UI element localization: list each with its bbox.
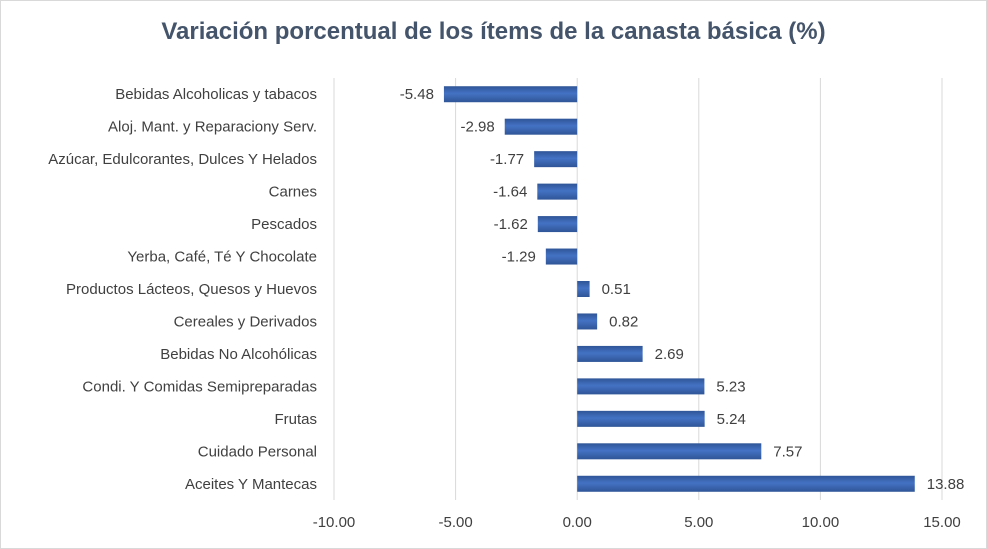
- data-label: 5.24: [717, 411, 746, 428]
- x-tick-label: 15.00: [923, 514, 961, 531]
- bar: [577, 410, 705, 427]
- category-label: Bebidas Alcoholicas y tabacos: [115, 86, 317, 103]
- x-tick-label: 0.00: [563, 514, 592, 531]
- category-label: Carnes: [269, 184, 317, 201]
- category-label: Yerba, Café, Té Y Chocolate: [127, 249, 317, 266]
- data-label: 13.88: [927, 476, 965, 493]
- gridlines: [333, 78, 943, 500]
- category-label: Pescados: [251, 216, 317, 233]
- data-label: -1.29: [502, 249, 536, 266]
- bar: [577, 475, 915, 492]
- data-label: 0.51: [602, 281, 631, 298]
- bar: [577, 443, 762, 460]
- x-tick-label: 5.00: [684, 514, 713, 531]
- x-axis-ticks: -10.00 -5.00 0.00 5.00 10.00 15.00: [313, 514, 961, 531]
- bar: [577, 345, 643, 362]
- bar: [534, 151, 578, 168]
- x-tick-label: -10.00: [313, 514, 356, 531]
- bar: [443, 86, 578, 103]
- bar: [577, 313, 598, 330]
- data-label: -1.62: [494, 216, 528, 233]
- data-label: 7.57: [773, 443, 802, 460]
- bars: [443, 86, 915, 492]
- data-label: 5.23: [716, 378, 745, 395]
- category-label: Aloj. Mant. y Reparaciony Serv.: [108, 119, 317, 136]
- bar: [504, 118, 578, 135]
- bar: [577, 281, 590, 297]
- data-label: -1.77: [490, 151, 524, 168]
- data-label: -5.48: [400, 86, 434, 103]
- bar: [545, 248, 578, 265]
- category-label: Cereales y Derivados: [174, 313, 317, 330]
- data-label: 2.69: [655, 346, 684, 363]
- bar: [577, 378, 705, 395]
- category-label: Frutas: [274, 411, 317, 428]
- bar: [537, 216, 578, 233]
- x-tick-label: -5.00: [438, 514, 472, 531]
- data-label: 0.82: [609, 313, 638, 330]
- data-label: -2.98: [461, 119, 495, 136]
- category-label: Bebidas No Alcohólicas: [160, 346, 317, 363]
- category-label: Azúcar, Edulcorantes, Dulces Y Helados: [48, 151, 317, 168]
- data-labels: -5.48 -2.98 -1.77 -1.64 -1.62 -1.29 0.51 0.82 2.…: [400, 86, 965, 493]
- category-label: Cuidado Personal: [198, 443, 317, 460]
- chart-title: Variación porcentual de los ítems de la …: [161, 18, 826, 45]
- category-labels: Bebidas Alcoholicas y tabacos Aloj. Mant.…: [48, 86, 317, 493]
- category-label: Productos Lácteos, Quesos y Huevos: [66, 281, 317, 298]
- category-label: Condi. Y Comidas Semipreparadas: [82, 378, 317, 395]
- data-label: -1.64: [493, 184, 527, 201]
- x-tick-label: 10.00: [802, 514, 840, 531]
- bar: [537, 183, 578, 200]
- category-label: Aceites Y Mantecas: [185, 476, 317, 493]
